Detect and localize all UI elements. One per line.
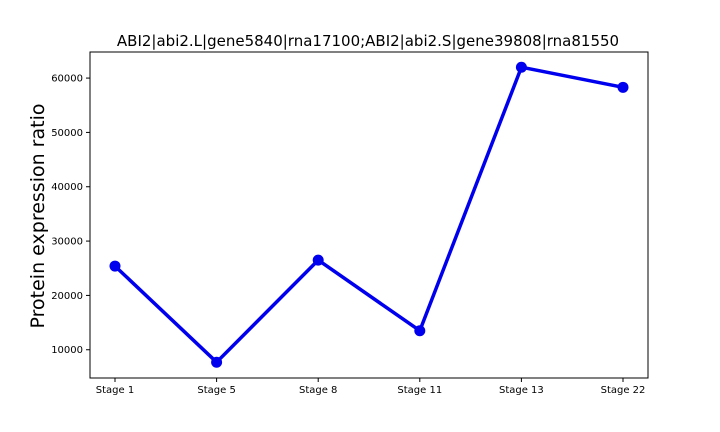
x-axis-ticks: Stage 1 Stage 5 Stage 8 Stage 11 Stage 13 Sta… xyxy=(96,378,646,396)
series-layer xyxy=(109,61,629,368)
x-tick-label: Stage 13 xyxy=(499,385,544,396)
y-tick-label: 60000 xyxy=(51,74,83,85)
data-point xyxy=(414,325,426,337)
x-tick-label: Stage 1 xyxy=(96,385,134,396)
data-point xyxy=(109,260,121,272)
data-point xyxy=(515,61,527,73)
y-axis-label: Protein expression ratio xyxy=(27,104,49,329)
x-tick-label: Stage 22 xyxy=(601,385,646,396)
y-axis-ticks: 10000 20000 30000 40000 50000 60000 xyxy=(51,74,90,356)
x-tick-label: Stage 8 xyxy=(299,385,337,396)
data-point xyxy=(312,254,324,266)
y-tick-label: 50000 xyxy=(51,128,83,139)
y-tick-label: 10000 xyxy=(51,345,83,356)
data-point xyxy=(211,356,223,368)
data-point xyxy=(617,81,629,93)
chart-title: ABI2|abi2.L|gene5840|rna17100;ABI2|abi2.… xyxy=(117,32,619,50)
x-tick-label: Stage 11 xyxy=(397,385,442,396)
y-tick-label: 20000 xyxy=(51,291,83,302)
y-tick-label: 30000 xyxy=(51,237,83,248)
y-tick-label: 40000 xyxy=(51,182,83,193)
x-tick-label: Stage 5 xyxy=(197,385,235,396)
plot-area xyxy=(89,51,649,379)
series-line xyxy=(113,65,624,364)
